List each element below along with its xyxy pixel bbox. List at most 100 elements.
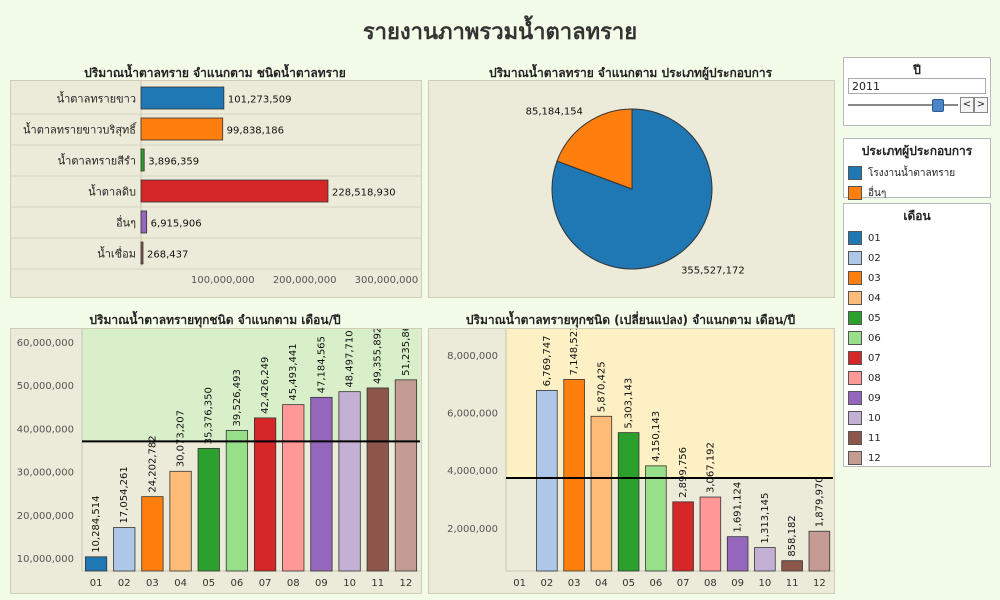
x-tick-label: 04 <box>595 578 608 589</box>
month-legend-swatch <box>848 451 862 465</box>
x-tick-label: 08 <box>287 578 300 589</box>
bar-value-label: 3,067,192 <box>705 442 716 493</box>
bar[interactable] <box>140 179 329 203</box>
month-legend-item[interactable]: 06 <box>844 328 990 348</box>
month-legend-item[interactable]: 12 <box>844 448 990 468</box>
month-legend-swatch <box>848 331 862 345</box>
month-legend-item[interactable]: 02 <box>844 248 990 268</box>
bar[interactable] <box>140 241 144 265</box>
year-filter: ปี 2011 < > <box>843 57 991 126</box>
month-legend-swatch <box>848 231 862 245</box>
year-next-button[interactable]: > <box>974 97 988 113</box>
bar-value-label: 268,437 <box>147 250 188 261</box>
bar-value-label: 858,182 <box>787 515 798 556</box>
bar-value-label: 6,769,747 <box>542 335 553 386</box>
x-tick-label: 11 <box>371 578 384 589</box>
bar[interactable] <box>699 496 722 572</box>
bar[interactable] <box>310 396 333 572</box>
bar[interactable] <box>781 560 803 572</box>
category-label: น้ำเชื่อม <box>97 246 136 261</box>
year-slider[interactable] <box>848 98 958 112</box>
bar[interactable] <box>536 389 558 572</box>
y-tick-label: 20,000,000 <box>17 511 74 522</box>
bar-value-label: 6,915,906 <box>151 219 202 230</box>
bar[interactable] <box>366 387 389 572</box>
bar[interactable] <box>140 117 224 141</box>
bar-value-label: 10,284,514 <box>91 496 102 553</box>
chart-title-sugar-type: ปริมาณน้ำตาลทราย จำแนกตาม ชนิดน้ำตาลทราย <box>84 66 346 80</box>
category-label: น้ำตาลทรายสีรำ <box>58 153 136 168</box>
y-tick-label: 2,000,000 <box>447 524 498 535</box>
operator-legend-swatch <box>848 186 862 200</box>
panel-sugar-type: น้ำตาลทรายขาว 101,273,509 น้ำตาลทรายขาวบริ… <box>10 80 422 298</box>
bar[interactable] <box>197 447 220 572</box>
month-legend-item[interactable]: 09 <box>844 388 990 408</box>
bar[interactable] <box>84 556 108 572</box>
x-tick-label: 07 <box>259 578 272 589</box>
month-legend-item[interactable]: 10 <box>844 408 990 428</box>
year-filter-title: ปี <box>913 63 921 77</box>
operator-legend-swatch <box>848 166 862 180</box>
month-legend-item[interactable]: 03 <box>844 268 990 288</box>
bar[interactable] <box>672 501 694 572</box>
month-legend-item[interactable]: 05 <box>844 308 990 328</box>
bar[interactable] <box>726 536 749 572</box>
x-tick-label: 09 <box>315 578 328 589</box>
bar-value-label: 1,313,145 <box>760 493 771 544</box>
year-prev-button[interactable]: < <box>960 97 974 113</box>
operator-legend-item[interactable]: อื่นๆ <box>844 183 990 203</box>
month-legend: เดือน 01 02 03 04 05 06 07 08 09 10 11 12 <box>843 203 991 467</box>
month-legend-label: 01 <box>868 232 881 244</box>
bar[interactable] <box>253 417 277 572</box>
bar[interactable] <box>140 148 145 172</box>
bar[interactable] <box>590 415 613 572</box>
bar[interactable] <box>338 391 361 572</box>
bar[interactable] <box>113 527 136 572</box>
category-label: น้ำตาลดิบ <box>88 184 136 199</box>
y-tick-label: 30,000,000 <box>17 468 74 479</box>
bar[interactable] <box>140 210 148 234</box>
month-legend-swatch <box>848 291 862 305</box>
bar[interactable] <box>141 496 164 572</box>
bar-value-label: 51,235,862 <box>401 329 412 376</box>
bar[interactable] <box>140 86 225 110</box>
bar-value-label: 39,526,493 <box>232 369 243 426</box>
month-legend-item[interactable]: 11 <box>844 428 990 448</box>
month-legend-label: 06 <box>868 332 881 344</box>
bar[interactable] <box>169 470 192 572</box>
x-tick-label: 12 <box>813 578 826 589</box>
month-legend-label: 09 <box>868 392 881 404</box>
bar[interactable] <box>808 530 831 572</box>
panel-month-change: 2,000,000 4,000,000 6,000,000 8,000,000 01 6,… <box>428 325 835 594</box>
chart-month: 10,000,000 20,000,000 30,000,000 40,000,000… <box>17 319 420 589</box>
month-legend-item[interactable]: 04 <box>844 288 990 308</box>
bar-value-label: 5,870,425 <box>596 361 607 412</box>
bar[interactable] <box>754 547 776 572</box>
bar[interactable] <box>282 404 305 572</box>
month-legend-item[interactable]: 07 <box>844 348 990 368</box>
x-tick-label: 10 <box>343 578 356 589</box>
month-legend-label: 02 <box>868 252 881 264</box>
year-slider-thumb[interactable] <box>932 99 944 112</box>
operator-legend-item[interactable]: โรงงานน้ำตาลทราย <box>844 163 990 183</box>
month-legend-item[interactable]: 01 <box>844 228 990 248</box>
x-tick-label: 12 <box>400 578 413 589</box>
month-legend-label: 08 <box>868 372 881 384</box>
y-tick-label: 40,000,000 <box>17 424 74 435</box>
bar-value-label: 35,376,350 <box>204 387 215 444</box>
panel-operator: 355,527,172 85,184,154 <box>428 80 835 298</box>
month-legend-label: 12 <box>868 452 881 464</box>
chart-sugar-type: น้ำตาลทรายขาว 101,273,509 น้ำตาลทรายขาวบริ… <box>11 81 421 286</box>
bar[interactable] <box>645 465 667 572</box>
month-legend-swatch <box>848 371 862 385</box>
year-input[interactable]: 2011 <box>848 78 986 94</box>
bar[interactable] <box>617 432 640 572</box>
month-legend-item[interactable]: 08 <box>844 368 990 388</box>
bar[interactable] <box>225 430 249 572</box>
y-tick-label: 8,000,000 <box>447 351 498 362</box>
bar[interactable] <box>563 379 585 572</box>
reference-band <box>82 329 420 442</box>
pie-slice[interactable] <box>556 108 633 190</box>
bar[interactable] <box>394 379 418 572</box>
month-legend-swatch <box>848 251 862 265</box>
